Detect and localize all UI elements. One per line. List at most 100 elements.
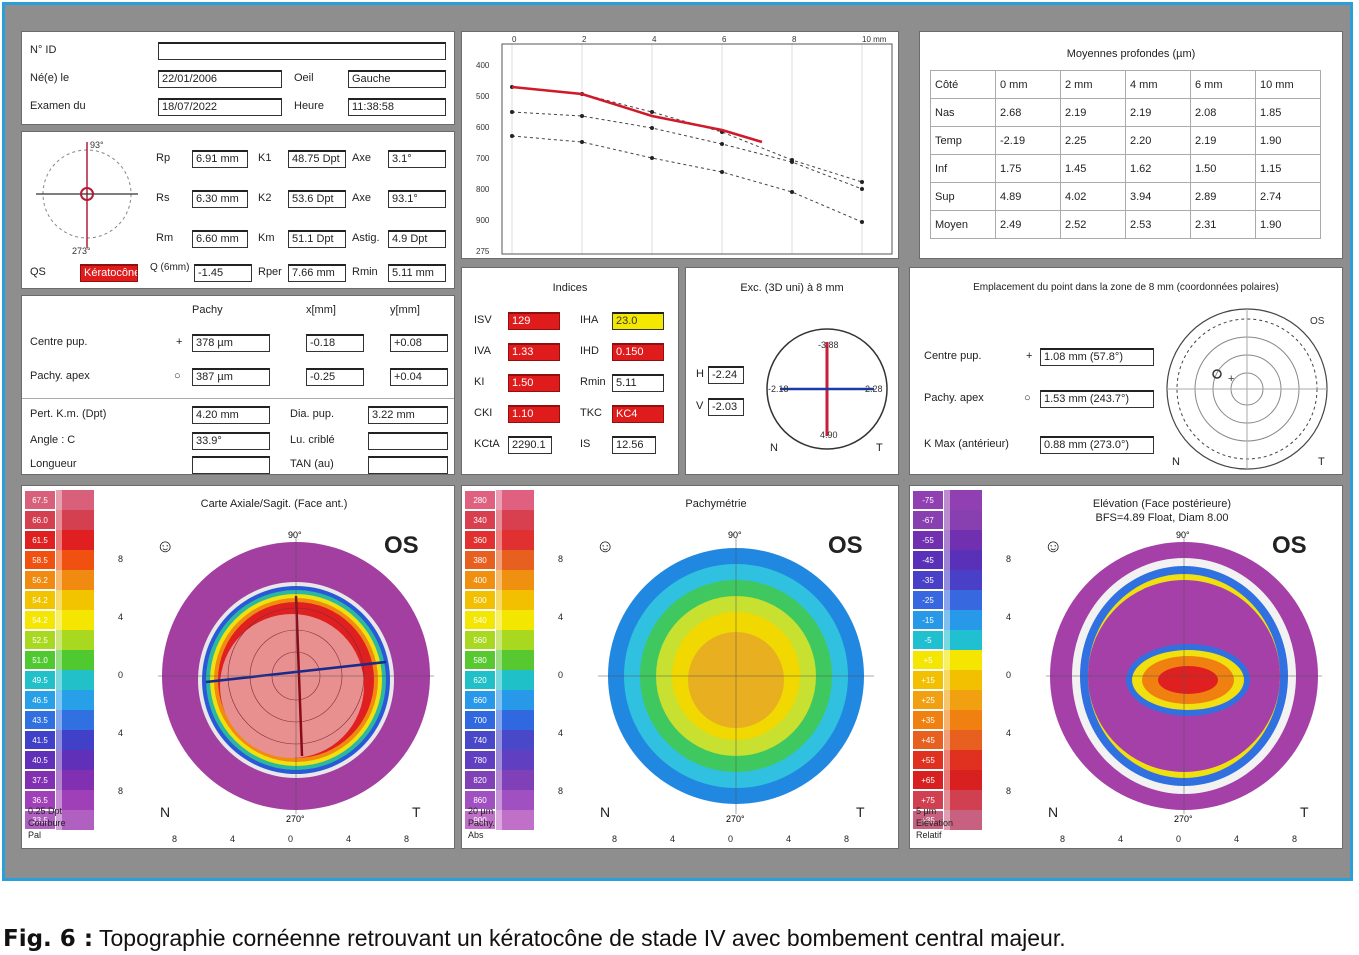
scale-value: 280	[464, 490, 496, 510]
scale-value: 360	[464, 530, 496, 550]
eye-field[interactable]: Gauche	[348, 70, 446, 88]
id-label: N° ID	[30, 44, 57, 56]
eye-icon: ☺	[596, 536, 615, 556]
table-cell: 2 mm	[1060, 70, 1126, 99]
profile-point	[860, 220, 864, 224]
table-cell: 2.19	[1060, 98, 1126, 127]
qs-field[interactable]: Kératocône	[80, 264, 138, 282]
angle-top: 90°	[1176, 530, 1190, 540]
index-value[interactable]: 1.33	[508, 343, 560, 361]
index-value[interactable]: 5.11	[612, 374, 664, 392]
table-row: Inf 1.75 1.45 1.62 1.50 1.15	[930, 154, 1321, 183]
kera-ax-label-0: Axe	[352, 152, 371, 164]
center-pachy-field[interactable]: 378 µm	[192, 334, 270, 352]
y-tick: 700	[476, 154, 490, 163]
lu-field[interactable]	[368, 432, 448, 450]
eye-label: OS	[1272, 532, 1307, 559]
kera-ax-value-2[interactable]: 4.9 Dpt	[388, 230, 446, 248]
center-x-field[interactable]: -0.18	[306, 334, 364, 352]
index-value[interactable]: 129	[508, 312, 560, 330]
apex-x-field[interactable]: -0.25	[306, 368, 364, 386]
index-value[interactable]: 1.10	[508, 405, 560, 423]
apex-pachy-field[interactable]: 387 µm	[192, 368, 270, 386]
index-value[interactable]: 23.0	[612, 312, 664, 330]
h-field[interactable]: -2.24	[708, 366, 744, 384]
kera-ax-value-0[interactable]: 3.1°	[388, 150, 446, 168]
table-cell: Moyen	[930, 210, 996, 239]
index-value[interactable]: 1.50	[508, 374, 560, 392]
exam-field[interactable]: 18/07/2022	[158, 98, 282, 116]
table-cell: 1.45	[1060, 154, 1126, 183]
x-tick: 8	[1292, 834, 1298, 844]
id-field[interactable]	[158, 42, 446, 60]
kera-k-value-1[interactable]: 53.6 Dpt	[288, 190, 346, 208]
patient-panel: N° ID Né(e) le 22/01/2006 Oeil Gauche Ex…	[21, 31, 455, 125]
table-cell: 2.89	[1190, 182, 1256, 211]
table-cell: 2.08	[1190, 98, 1256, 127]
scale-value: +25	[912, 690, 944, 710]
scale-footer: 5 µm	[916, 806, 937, 816]
index-value[interactable]: 12.56	[612, 436, 656, 454]
q-field[interactable]: -1.45	[194, 264, 252, 282]
index-label: IHD	[580, 345, 599, 357]
kera-r-value-0[interactable]: 6.91 mm	[192, 150, 248, 168]
x-tick: 8	[612, 834, 618, 844]
kera-k-value-0[interactable]: 48.75 Dpt	[288, 150, 346, 168]
col-pachy: Pachy	[192, 304, 223, 316]
scale-value: 56.2	[24, 570, 56, 590]
table-row: Nas 2.68 2.19 2.19 2.08 1.85	[930, 98, 1321, 127]
rper-label: Rper	[258, 266, 282, 278]
index-value[interactable]: 0.150	[612, 343, 664, 361]
scale-value: 500	[464, 590, 496, 610]
x-tick: 8	[172, 834, 178, 844]
x-tick: 8	[404, 834, 410, 844]
angle-bottom: 270°	[726, 814, 745, 824]
eye-icon: ☺	[1044, 536, 1063, 556]
scale-footer: Abs	[468, 830, 484, 840]
center-y-field[interactable]: +0.08	[390, 334, 448, 352]
scale-value: 560	[464, 630, 496, 650]
scale-footer: Relatif	[916, 830, 942, 840]
map-title: Carte Axiale/Sagit. (Face ant.)	[200, 498, 348, 510]
kera-k-value-2[interactable]: 51.1 Dpt	[288, 230, 346, 248]
x-tick: 8	[1060, 834, 1066, 844]
table-cell: 2.19	[1125, 98, 1191, 127]
x-tick: 4	[1118, 834, 1124, 844]
apex-y-field[interactable]: +0.04	[390, 368, 448, 386]
y-tick: 500	[476, 92, 490, 101]
kera-ax-value-1[interactable]: 93.1°	[388, 190, 446, 208]
time-field[interactable]: 11:38:58	[348, 98, 446, 116]
dep-center-field[interactable]: 1.08 mm (57.8°)	[1040, 348, 1154, 366]
scale-value: +45	[912, 730, 944, 750]
dep-apex-field[interactable]: 1.53 mm (243.7°)	[1040, 390, 1154, 408]
scale-value: 580	[464, 650, 496, 670]
birth-field[interactable]: 22/01/2006	[158, 70, 282, 88]
tan-field[interactable]	[368, 456, 448, 474]
x-tick: 4	[346, 834, 352, 844]
index-value[interactable]: KC4	[612, 405, 664, 423]
dep-kmax-field[interactable]: 0.88 mm (273.0°)	[1040, 436, 1154, 454]
index-value[interactable]: 2290.1	[508, 436, 552, 454]
rmin-field[interactable]: 5.11 mm	[388, 264, 446, 282]
x-tick: 0	[1176, 834, 1182, 844]
pachy-panel: Pachy x[mm] y[mm] Centre pup. + 378 µm -…	[21, 295, 455, 475]
eye-label: OS	[828, 532, 863, 559]
kera-r-value-1[interactable]: 6.30 mm	[192, 190, 248, 208]
kera-r-label-0: Rp	[156, 152, 171, 164]
svg-text:+: +	[1228, 373, 1234, 385]
k-field[interactable]: 4.20 mm	[192, 406, 270, 424]
profile-point	[510, 110, 514, 114]
table-cell: -2.19	[995, 126, 1061, 155]
axis-bottom-label: 273°	[72, 246, 91, 256]
angle-field[interactable]: 33.9°	[192, 432, 270, 450]
kera-r-value-2[interactable]: 6.60 mm	[192, 230, 248, 248]
x-tick: 4	[786, 834, 792, 844]
v-field[interactable]: -2.03	[708, 398, 744, 416]
scale-value: 37.5	[24, 770, 56, 790]
dia-field[interactable]: 3.22 mm	[368, 406, 448, 424]
rper-field[interactable]: 7.66 mm	[288, 264, 346, 282]
topography-map: 90° 270°	[598, 530, 874, 824]
table-row: Sup 4.89 4.02 3.94 2.89 2.74	[930, 182, 1321, 211]
kera-r-label-1: Rs	[156, 192, 170, 204]
long-field[interactable]	[192, 456, 270, 474]
